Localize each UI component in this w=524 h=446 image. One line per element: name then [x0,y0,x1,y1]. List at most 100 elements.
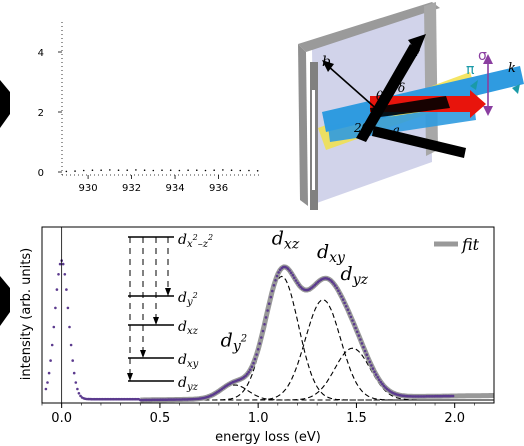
top-data-point [178,169,181,172]
data-point [337,289,340,293]
arrowhead-dy2 [165,288,171,296]
label-pi: π [466,62,475,78]
sigma-head-up [483,54,493,64]
top-data-point [135,169,137,171]
data-point [289,271,293,275]
data-point [258,342,262,345]
label-a: a [410,44,418,60]
data-point [274,279,277,282]
top-data-point [187,169,189,171]
data-point [451,394,455,398]
label-delta: δ [398,81,405,95]
data-point [250,365,254,369]
data-point [66,306,70,310]
data-point [351,319,354,322]
label-q: q [392,123,400,137]
label-k: k [508,61,516,76]
top-x-tick-label: 936 [209,183,228,194]
data-point [286,267,290,271]
main-x-tick-label: 2.0 [444,411,465,426]
data-point [354,326,357,330]
peak-label-dy2: dy2 [221,330,247,355]
top-data-point [126,169,129,171]
x-axis-label: energy loss (eV) [215,430,321,445]
orbital-label-dxz: dxz [178,319,199,337]
data-point [370,364,373,367]
top-data-point [230,169,233,171]
data-point [256,348,260,351]
data-point [379,380,383,384]
data-point [68,325,71,329]
data-point [371,367,375,370]
data-point [362,345,365,349]
data-point [58,262,62,266]
data-point [253,357,257,361]
top-data-point [143,169,146,171]
data-point [264,316,268,319]
data-point [366,357,370,360]
axis-d-arrow [370,96,450,118]
top-data-point [213,169,215,171]
data-point [332,282,335,285]
top-x-tick-label: 932 [122,183,141,194]
data-point [266,309,269,312]
label-2theta: 2θ [353,121,370,135]
axis-c-arrow [372,126,466,158]
top-y-tick-label: 2 [38,108,44,119]
data-point [57,273,60,276]
data-point [275,274,279,278]
data-point [278,268,282,272]
data-point [63,273,67,276]
slab-right-edge [424,2,438,156]
top-data-point [256,170,259,172]
top-data-point [100,169,102,171]
peak-label-dxy: dxy [317,241,346,266]
top-data-point [195,169,198,171]
data-point [346,308,350,312]
data-point [344,305,348,308]
data-point [330,280,334,284]
data-point [271,289,274,293]
data-point [44,387,48,391]
data-point [333,284,337,287]
label-sigma: σ [478,48,487,64]
top-data-point [152,169,155,172]
data-point [247,370,250,374]
slab-frame-highlight [312,90,315,190]
data-point [360,342,364,345]
orbital-label-dxy: dxy [178,352,199,370]
data-point [368,360,372,364]
pi-head [470,80,478,90]
data-point [69,343,73,347]
data-point [252,361,255,365]
data-point [374,373,378,376]
data-point [338,292,342,295]
data-point [293,276,296,280]
data-point [288,269,291,272]
top-data-point [222,169,224,171]
data-point [359,338,362,341]
data-point [255,353,258,356]
data-point [373,370,376,374]
data-point [296,281,299,285]
top-data-point [204,169,207,172]
data-point [277,271,280,274]
data-point [343,301,346,305]
top-left-plot: 930 932 934 936 0 2 4 [38,22,262,194]
data-point [348,312,351,315]
data-point [376,376,380,379]
data-point [357,334,361,337]
peak-label-dyz: dyz [341,263,369,288]
top-data-point [65,170,68,173]
data-point [297,283,301,287]
top-x-tick-label: 934 [165,183,184,194]
data-point [71,359,74,362]
slab-left-edge [298,44,308,206]
data-point [76,387,79,391]
data-point [267,302,271,306]
legend-fit-label: fit [461,235,480,254]
orbital-label-dyz: dyz [178,375,199,393]
label-b: b [322,54,331,70]
main-x-ticks: 0.0 0.5 1.0 1.5 2.0 [41,403,475,426]
